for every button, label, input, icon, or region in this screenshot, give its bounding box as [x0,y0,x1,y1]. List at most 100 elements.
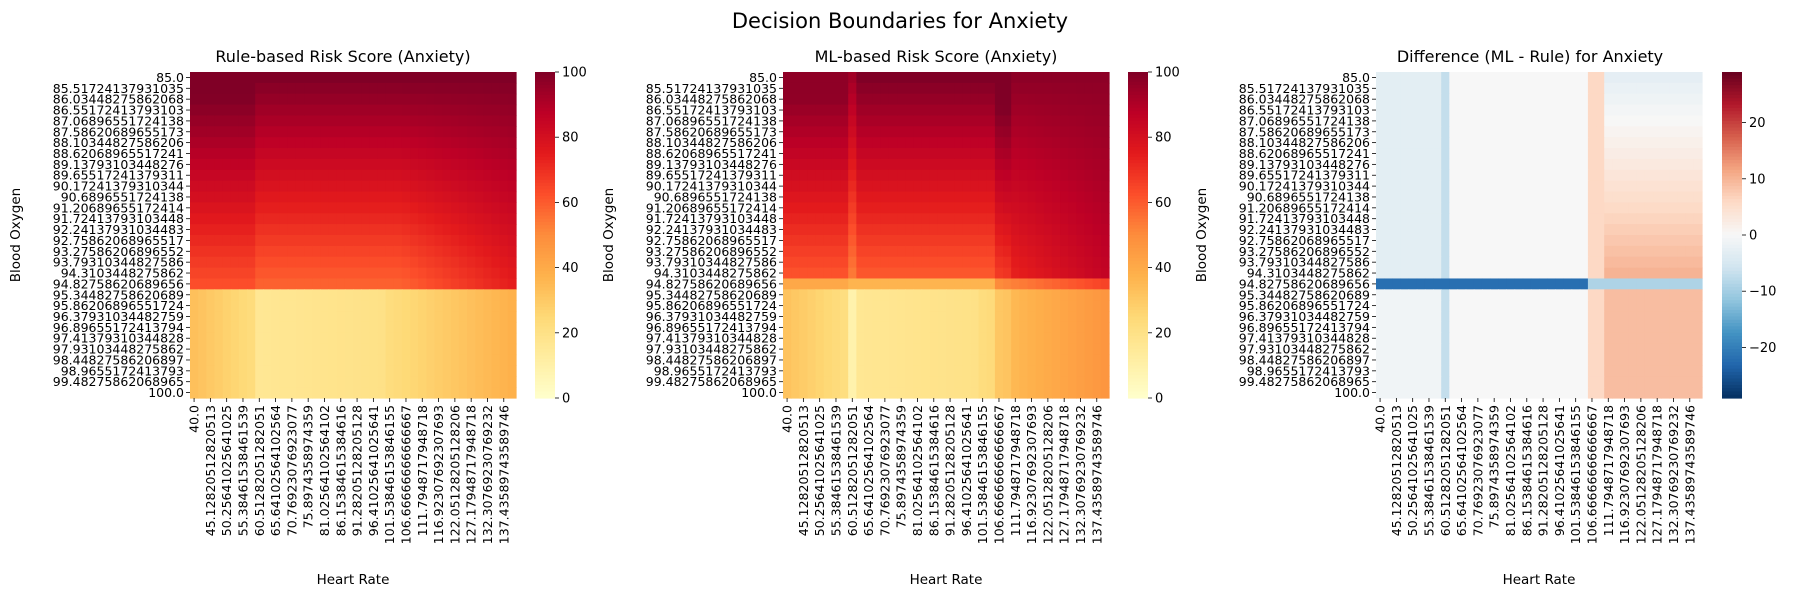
heatmap-cell [483,245,493,258]
heatmap-cell [986,354,996,366]
heatmap-cell [848,267,857,280]
heatmap-cell [937,343,947,356]
heatmap-cell [783,202,792,214]
heatmap-cell [1506,256,1516,269]
colorbar-segment [535,205,555,210]
heatmap-cell [1019,387,1029,399]
heatmap-cell [856,387,866,399]
heatmap-cell [1376,126,1385,138]
heatmap-cell [1685,82,1695,95]
heatmap-cell [823,300,833,312]
heatmap-cell [880,235,890,247]
heatmap-cell [978,343,988,356]
heatmap-cell [807,235,817,247]
heatmap-cell [1604,376,1613,388]
heatmap-cell [1661,343,1670,356]
heatmap-cell [361,191,370,203]
heatmap-cell [1612,126,1622,138]
heatmap-cell [426,278,436,290]
heatmap-cell [312,158,321,171]
heatmap-cell [328,180,338,193]
heatmap-cell [1100,289,1110,301]
heatmap-cell [1612,365,1622,377]
heatmap-cell [361,387,370,399]
heatmap-cell [369,224,379,236]
heatmap-cell [888,289,898,301]
heatmap-cell [905,235,914,247]
heatmap-cell [1084,376,1094,388]
x-tick-label: 101.53846153846155 [382,405,397,544]
heatmap-cell [864,267,874,280]
heatmap-cell [263,202,273,214]
heatmap-cell [458,235,468,247]
heatmap-cell [1035,115,1045,127]
heatmap-cell [1076,126,1086,138]
heatmap-cell [393,332,403,345]
heatmap-cell [418,321,427,334]
heatmap-cell [279,169,289,182]
colorbar-segment [535,257,555,262]
y-tick-label: 98.44827586206897 [646,352,777,367]
heatmap-cell [913,235,923,247]
heatmap-cell [271,158,281,171]
heatmap-cell [1392,224,1402,236]
heatmap-cell [1043,115,1053,127]
heatmap-cell [304,180,313,193]
heatmap-cell [255,267,264,280]
heatmap-cell [206,289,216,301]
colorbar-segment [1722,381,1742,386]
heatmap-cell [1449,158,1459,171]
heatmap-cell [1457,93,1467,106]
heatmap-cell [929,267,939,280]
heatmap-cell [1416,158,1426,171]
heatmap-cell [1441,235,1450,247]
heatmap-cell [369,332,379,345]
colorbar-segment [1128,296,1148,301]
heatmap-cell [1514,267,1524,280]
heatmap-cell [450,82,460,95]
heatmap-cell [312,387,321,399]
heatmap-cell [1473,289,1483,301]
heatmap-cell [1514,365,1524,377]
heatmap-cell [905,202,914,214]
heatmap-cell [929,191,939,203]
heatmap-cell [872,115,882,127]
heatmap-cell [1051,169,1061,182]
heatmap-cell [410,278,419,290]
heatmap-cell [970,202,980,214]
heatmap-cell [230,235,240,247]
heatmap-cell [937,332,947,345]
heatmap-cell [1100,267,1110,280]
heatmap-cell [921,202,931,214]
colorbar-segment [535,98,555,102]
heatmap-cell [783,321,792,334]
heatmap-cell [434,137,444,149]
heatmap-cell [1473,332,1483,345]
heatmap-cell [1457,321,1467,334]
heatmap-cell [491,256,501,269]
colorbar-segment [1722,101,1742,106]
heatmap-cell [1441,278,1450,290]
heatmap-cell [353,180,362,193]
heatmap-cell [1060,224,1069,236]
heatmap-cell [791,191,800,203]
heatmap-cell [970,82,980,95]
heatmap-cell [897,343,906,356]
heatmap-cell [921,267,931,280]
heatmap-cell [320,289,330,301]
heatmap-cell [263,256,273,269]
heatmap-cell [247,93,256,106]
heatmap-cell [475,332,484,345]
y-tick-label: 90.6896551724138 [1247,189,1370,204]
heatmap-cell [1481,213,1491,225]
heatmap-cell [848,354,857,366]
heatmap-cell [369,148,379,160]
heatmap-cell [791,169,800,182]
colorbar-segment [1128,208,1148,213]
heatmap-cell [864,343,874,356]
heatmap-cell [807,213,817,225]
x-tick-label: 75.8974358974359 [301,405,316,528]
heatmap-cell [1571,387,1581,399]
heatmap-cell [279,332,289,345]
heatmap-cell [1490,191,1499,203]
